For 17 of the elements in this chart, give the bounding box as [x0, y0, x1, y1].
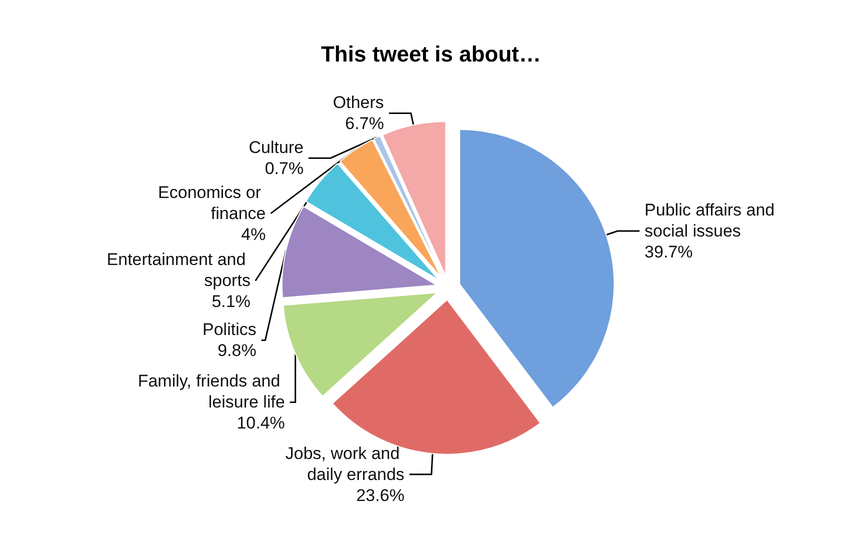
slice-label: Jobs, work and daily errands	[285, 444, 404, 484]
slice-label: Entertainment and sports	[106, 250, 250, 290]
slice-label: Others	[332, 93, 384, 112]
data-label: 9.8%	[218, 341, 256, 360]
data-label: 10.4%	[236, 414, 285, 433]
data-label: 5.1%	[212, 292, 250, 312]
slice-label: Family, friends and leisure life	[138, 372, 285, 412]
slice-label: Culture	[248, 138, 304, 158]
data-label: 39.7%	[644, 242, 693, 262]
data-label: 23.6%	[356, 486, 404, 505]
data-label: 0.7%	[264, 159, 304, 178]
slice-label: Economics or finance	[158, 182, 266, 223]
data-label: 4%	[241, 224, 266, 244]
slice-label: Politics	[202, 320, 256, 340]
chart-title: This tweet is about…	[320, 42, 542, 66]
slice-label: Public affairs and social issues	[644, 200, 780, 241]
data-label: 6.7%	[345, 114, 384, 134]
